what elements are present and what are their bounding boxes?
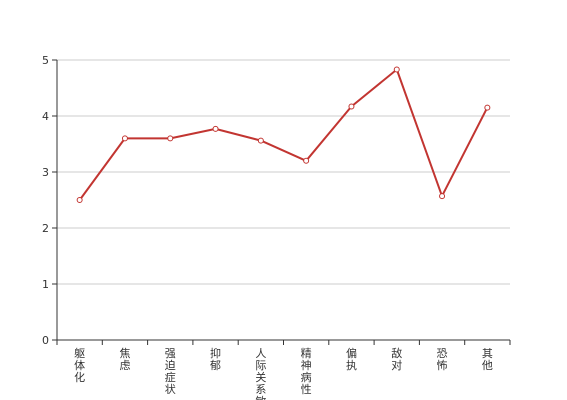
y-tick-label: 5 — [42, 54, 49, 67]
y-tick-label: 4 — [42, 110, 49, 123]
x-tick-label: 人际关系敏感 — [255, 347, 266, 400]
data-point[interactable] — [439, 193, 446, 200]
y-axis-ticks: 0 1 2 3 4 5 — [42, 54, 57, 347]
x-tick-label: 恐怖 — [437, 347, 448, 372]
x-axis-labels: 躯体化 焦虑 强迫症状 抑郁 人际关系敏感 精神病性 偏执 敌对 恐怖 其他 — [74, 346, 493, 400]
data-point[interactable] — [484, 104, 491, 111]
x-axis-ticks — [56, 340, 511, 345]
y-tick-label: 2 — [42, 222, 49, 235]
x-tick-label: 强迫症状 — [165, 347, 176, 396]
series-line — [78, 68, 489, 201]
data-point[interactable] — [393, 66, 400, 73]
data-point[interactable] — [348, 103, 355, 110]
data-points — [76, 66, 491, 203]
data-point[interactable] — [257, 137, 264, 144]
y-tick-label: 1 — [42, 278, 49, 291]
y-tick-label: 0 — [42, 334, 49, 347]
x-tick-label: 敌对 — [391, 346, 402, 372]
data-point[interactable] — [121, 135, 128, 142]
x-tick-label: 抑郁 — [210, 346, 221, 372]
data-point[interactable] — [212, 125, 219, 132]
data-point[interactable] — [303, 157, 310, 164]
x-tick-label: 躯体化 — [74, 347, 85, 384]
data-point[interactable] — [167, 135, 174, 142]
data-point[interactable] — [76, 197, 83, 203]
x-tick-label: 偏执 — [346, 346, 357, 372]
y-tick-label: 3 — [42, 166, 49, 179]
x-tick-label: 精神病性 — [301, 347, 312, 396]
x-tick-label: 其他 — [482, 347, 493, 372]
grid-lines — [57, 59, 510, 285]
x-tick-label: 焦虑 — [119, 347, 130, 372]
